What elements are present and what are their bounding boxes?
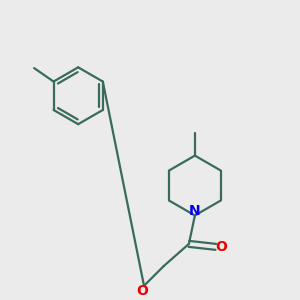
Text: N: N	[189, 204, 201, 218]
Text: O: O	[136, 284, 148, 298]
Text: O: O	[215, 240, 227, 254]
